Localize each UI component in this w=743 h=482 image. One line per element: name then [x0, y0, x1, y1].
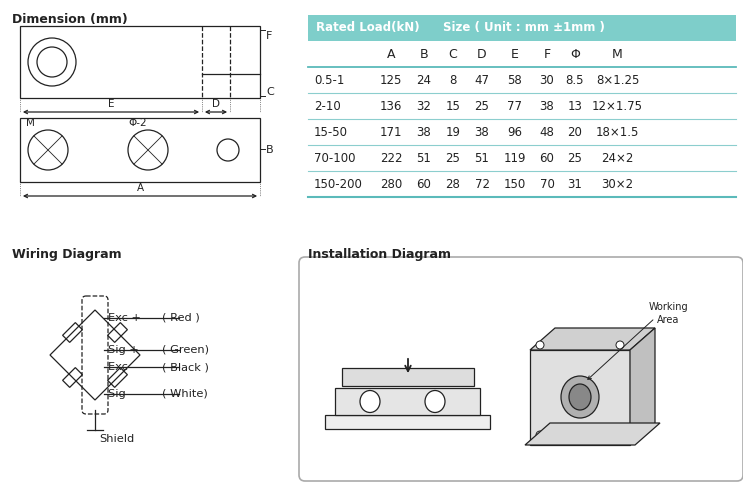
Circle shape [536, 431, 544, 439]
Text: 38: 38 [417, 125, 432, 138]
Text: 70-100: 70-100 [314, 151, 355, 164]
Text: 0.5-1: 0.5-1 [314, 73, 344, 86]
Text: 48: 48 [539, 125, 554, 138]
Text: 72: 72 [475, 177, 490, 190]
Text: 222: 222 [380, 151, 402, 164]
Bar [20, 118, 260, 182]
Text: E: E [108, 99, 114, 109]
Text: 30: 30 [539, 73, 554, 86]
Ellipse shape [569, 384, 591, 410]
Text: 150-200: 150-200 [314, 177, 363, 190]
Text: 60: 60 [539, 151, 554, 164]
Text: Exc +: Exc + [108, 313, 141, 323]
Text: M: M [612, 48, 623, 61]
Text: C: C [266, 87, 273, 97]
Text: 58: 58 [507, 73, 522, 86]
Text: 31: 31 [568, 177, 583, 190]
Text: E: E [511, 48, 519, 61]
Text: 8×1.25: 8×1.25 [596, 73, 639, 86]
Text: 15-50: 15-50 [314, 125, 348, 138]
Text: Exc -: Exc - [108, 362, 136, 372]
Polygon shape [630, 328, 655, 445]
Circle shape [616, 341, 624, 349]
Text: Dimension (mm): Dimension (mm) [12, 13, 128, 26]
Text: 77: 77 [507, 99, 522, 112]
Text: Rated Load(kN): Rated Load(kN) [316, 22, 420, 35]
Text: 19: 19 [446, 125, 461, 138]
Text: 47: 47 [475, 73, 490, 86]
Text: ( White): ( White) [162, 389, 208, 399]
Text: 2-10: 2-10 [314, 99, 341, 112]
Text: 28: 28 [446, 177, 461, 190]
Text: 38: 38 [475, 125, 490, 138]
Bar [335, 388, 480, 415]
Text: 119: 119 [504, 151, 526, 164]
Text: 96: 96 [507, 125, 522, 138]
Text: M: M [26, 118, 35, 128]
Text: 24×2: 24×2 [601, 151, 634, 164]
Bar [342, 368, 474, 386]
Ellipse shape [425, 390, 445, 413]
Text: 32: 32 [417, 99, 432, 112]
Text: 30×2: 30×2 [601, 177, 634, 190]
Text: 25: 25 [475, 99, 490, 112]
Text: D: D [477, 48, 487, 61]
Text: 171: 171 [380, 125, 402, 138]
Text: 51: 51 [417, 151, 432, 164]
Text: 24: 24 [417, 73, 432, 86]
Text: Wiring Diagram: Wiring Diagram [12, 248, 122, 261]
Text: 25: 25 [568, 151, 583, 164]
Text: 15: 15 [446, 99, 461, 112]
Text: 38: 38 [539, 99, 554, 112]
Text: Φ-2: Φ-2 [128, 118, 146, 128]
Text: 280: 280 [380, 177, 402, 190]
Text: 51: 51 [475, 151, 490, 164]
Bar [20, 26, 260, 98]
Polygon shape [525, 423, 660, 445]
Ellipse shape [360, 390, 380, 413]
Text: ( Red ): ( Red ) [162, 313, 200, 323]
Text: A: A [137, 183, 143, 193]
Polygon shape [530, 328, 655, 350]
Text: Φ: Φ [570, 48, 580, 61]
Bar [325, 415, 490, 429]
Text: A: A [387, 48, 395, 61]
Bar [308, 15, 736, 41]
Text: B: B [420, 48, 428, 61]
Ellipse shape [561, 376, 599, 418]
Text: F: F [266, 31, 273, 41]
Text: 136: 136 [380, 99, 402, 112]
Text: Installation Diagram: Installation Diagram [308, 248, 451, 261]
Text: 18×1.5: 18×1.5 [596, 125, 639, 138]
Circle shape [616, 431, 624, 439]
Text: Size ( Unit : mm ±1mm ): Size ( Unit : mm ±1mm ) [443, 22, 605, 35]
Text: 70: 70 [539, 177, 554, 190]
Text: 150: 150 [504, 177, 526, 190]
Text: 20: 20 [568, 125, 583, 138]
Text: Working
Area: Working Area [648, 302, 688, 325]
Text: 25: 25 [446, 151, 461, 164]
Text: Sig +: Sig + [108, 345, 139, 355]
Text: 8.5: 8.5 [565, 73, 584, 86]
Text: ( Black ): ( Black ) [162, 362, 209, 372]
Polygon shape [530, 350, 630, 445]
Text: Shield: Shield [99, 434, 134, 444]
Text: Sig -: Sig - [108, 389, 134, 399]
Text: 60: 60 [417, 177, 432, 190]
Text: F: F [543, 48, 551, 61]
Text: 13: 13 [568, 99, 583, 112]
Text: D: D [212, 99, 220, 109]
Text: C: C [449, 48, 458, 61]
Text: 8: 8 [450, 73, 457, 86]
Text: 12×1.75: 12×1.75 [592, 99, 643, 112]
Text: ( Green): ( Green) [162, 345, 209, 355]
Text: B: B [266, 145, 273, 155]
Text: 125: 125 [380, 73, 402, 86]
Circle shape [536, 341, 544, 349]
